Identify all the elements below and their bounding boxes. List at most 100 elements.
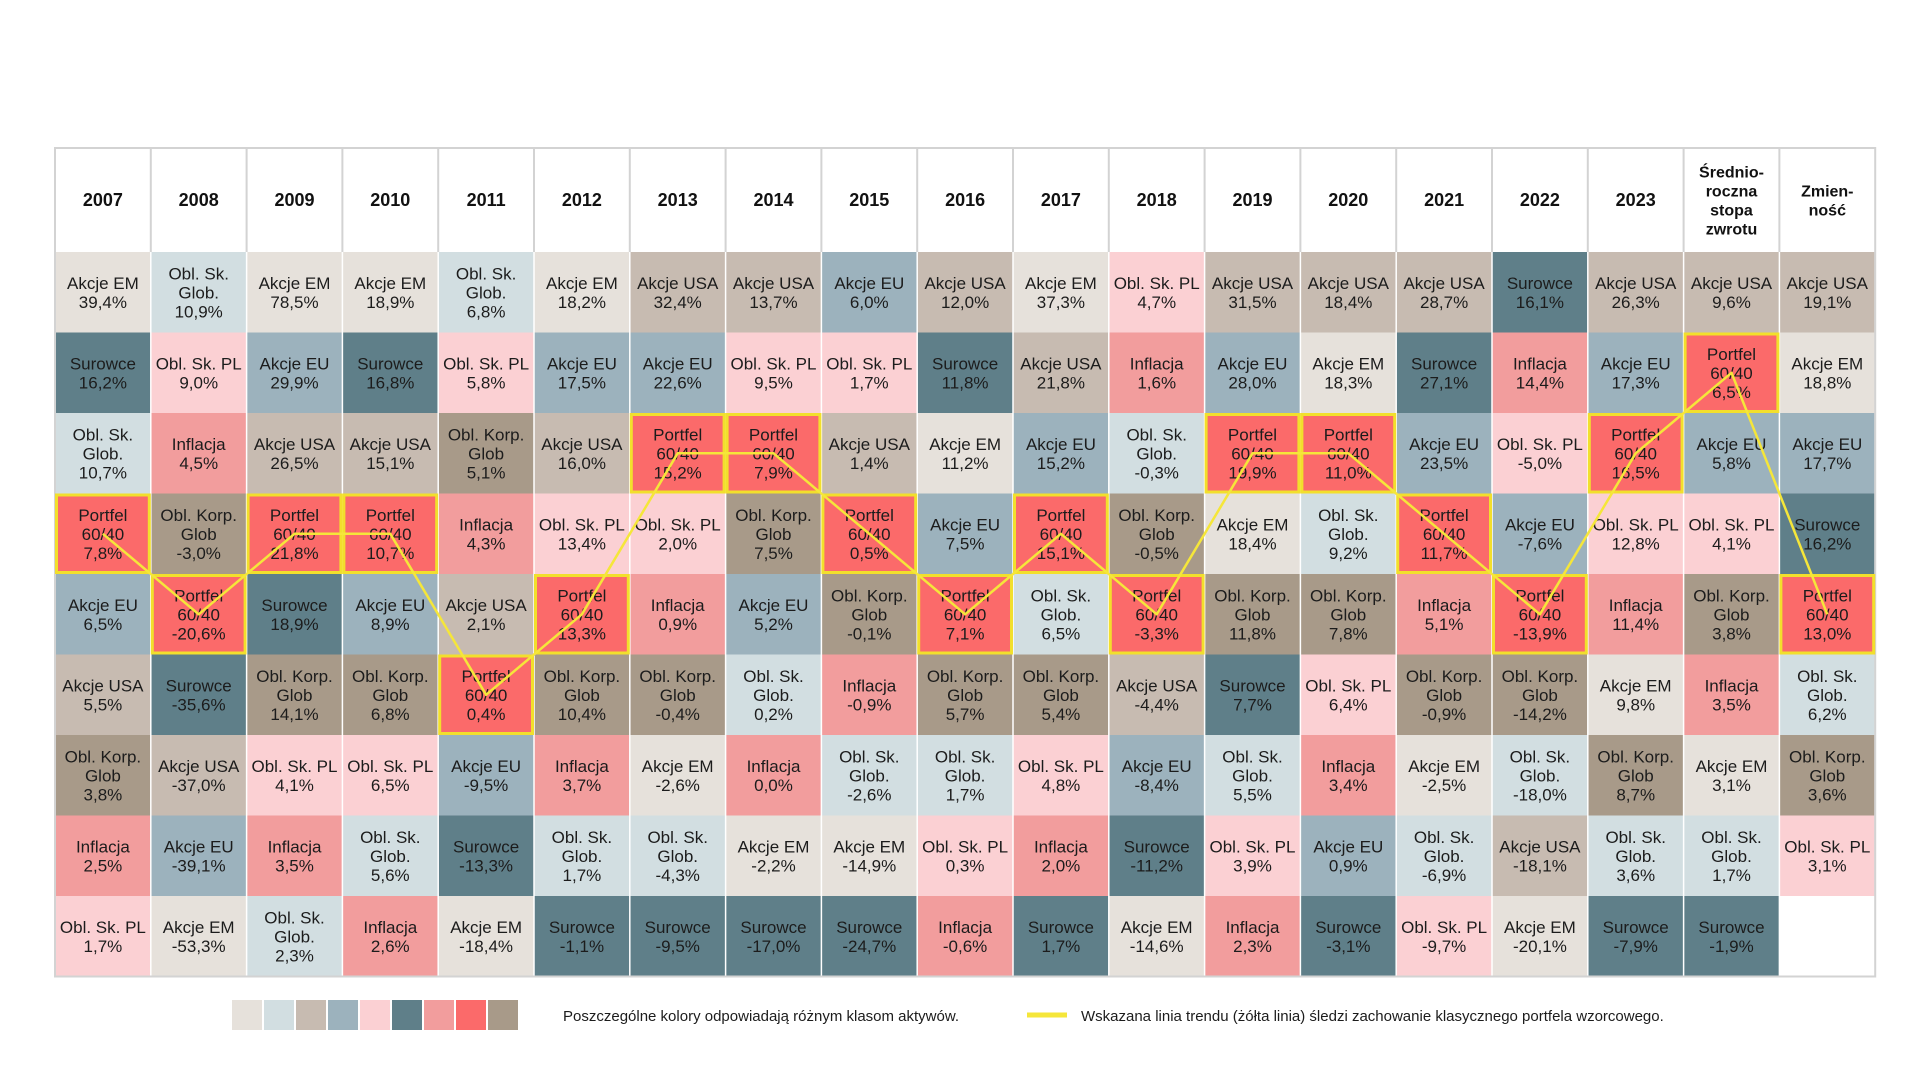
cell-label: Akcje EU [1026, 435, 1096, 454]
cell-akcje-usa [1683, 252, 1780, 333]
cell-akcje-em [1492, 896, 1588, 977]
cell-label: Obl. Korp. [352, 667, 429, 686]
cell-value: 32,4% [654, 293, 702, 312]
cell-value: -5,0% [1518, 454, 1562, 473]
cell-obl-sk-pl [1300, 654, 1397, 735]
cell-label: Obl. Sk. PL [1784, 837, 1870, 856]
cell-label: Akcje EU [1409, 435, 1479, 454]
cell-label: Glob. [1328, 525, 1369, 544]
cell-label: Obl. Sk. PL [635, 515, 721, 534]
cell-obl-sk-pl [1013, 735, 1109, 816]
cell-value: 21,8% [1037, 373, 1085, 392]
cell-label: Inflacja [555, 757, 609, 776]
cell-label: Glob. [562, 847, 603, 866]
cell-label: Akcje EM [833, 837, 905, 856]
cell-value: -37,0% [172, 776, 226, 795]
cell-value: 1,7% [850, 373, 889, 392]
cell-akcje-eu [438, 735, 534, 816]
cell-label: Obl. Sk. [1318, 506, 1378, 525]
cell-label: Glob. [1520, 766, 1561, 785]
cell-value: 13,4% [558, 534, 606, 553]
cell-surowce [1587, 896, 1684, 977]
cell-value: 23,5% [1420, 454, 1468, 473]
cell-value: -3,0% [176, 544, 220, 563]
cell-label: Akcje USA [254, 435, 336, 454]
cell-label: Glob. [849, 766, 890, 785]
cell-akcje-eu [1204, 332, 1301, 413]
cell-value: 14,4% [1516, 373, 1564, 392]
portfolio-highlight [438, 654, 535, 735]
column-header: 2017 [1041, 190, 1081, 210]
cell-label: Akcje EM [1696, 757, 1768, 776]
cell-label: Obl. Sk. [456, 264, 516, 283]
column-header: ność [1809, 203, 1846, 220]
cell-label: Obl. Sk. PL [1305, 676, 1391, 695]
cell-obl-sk-pl [438, 332, 534, 413]
cell-value: 17,7% [1803, 454, 1851, 473]
cell-value: -35,6% [172, 695, 226, 714]
cell-obl-sk-glob- [534, 815, 630, 896]
cell-value: 11,2% [942, 454, 989, 473]
cell-value: 7,5% [946, 534, 985, 553]
cell-label: Obl. Korp. [1310, 586, 1387, 605]
cell-akcje-eu [725, 574, 822, 655]
cell-label: Inflacja [76, 837, 130, 856]
cell-label: Glob [85, 766, 121, 785]
cell-akcje-usa [917, 252, 1013, 333]
cell-akcje-eu [534, 332, 630, 413]
cell-akcje-eu [246, 332, 343, 413]
cell-label: Obl. Sk. [552, 828, 612, 847]
column-header: 2009 [274, 190, 314, 210]
cell-inflacja [1300, 735, 1397, 816]
cell-value: 1,7% [1712, 866, 1751, 885]
column-header: 2015 [849, 190, 889, 210]
cell-label: Akcje EM [1025, 274, 1097, 293]
cell-label: Inflacja [1705, 676, 1759, 695]
cell-value: 6,5% [1042, 624, 1081, 643]
cell-obl-sk-glob- [821, 735, 918, 816]
column-header: 2016 [945, 190, 985, 210]
cell-label: Akcje EU [643, 354, 713, 373]
cell-value: 14,1% [270, 705, 318, 724]
cell-value: -1,1% [560, 937, 604, 956]
cell-label: 60/40 [1806, 605, 1849, 624]
cell-value: -14,9% [842, 856, 896, 875]
cell-obl-sk-glob- [1396, 815, 1492, 896]
cell-label: Glob [851, 605, 887, 624]
cell-value: 4,1% [275, 776, 314, 795]
cell-label: Obl. Sk. [743, 667, 803, 686]
cell-label: Portfel [78, 506, 127, 525]
cell-value: -13,9% [1513, 624, 1567, 643]
cell-label: Obl. Sk. PL [539, 515, 625, 534]
cell-label: Glob. [1041, 605, 1082, 624]
cell-label: Glob. [1136, 444, 1177, 463]
cell-value: 6,0% [850, 293, 889, 312]
cell-value: 12,8% [1612, 534, 1660, 553]
cell-label: Surowce [261, 596, 327, 615]
cell-value: 4,5% [179, 454, 218, 473]
cell-label: Inflacja [1321, 757, 1375, 776]
cell-label: Surowce [1507, 274, 1573, 293]
cell-value: -7,9% [1613, 937, 1657, 956]
cell-value: 5,7% [946, 705, 985, 724]
cell-value: -11,2% [1130, 856, 1183, 875]
cell-inflacja [1683, 654, 1780, 735]
cell-label: Portfel [845, 506, 894, 525]
cell-label: Glob. [1615, 847, 1656, 866]
cell-obl-korp-glob [1492, 654, 1588, 735]
cell-value: -9,5% [464, 776, 508, 795]
cell-obl-korp-glob [629, 654, 726, 735]
cell-value: 18,4% [1228, 534, 1276, 553]
cell-value: 6,4% [1329, 695, 1368, 714]
cell-label: Akcje EM [259, 274, 331, 293]
cell-label: Glob. [466, 283, 507, 302]
cell-value: 15,1% [366, 454, 414, 473]
cell-label: Portfel [1420, 506, 1469, 525]
cell-value: -4,4% [1134, 695, 1178, 714]
cell-label: Obl. Korp. [1502, 667, 1579, 686]
cell-label: Glob [181, 525, 217, 544]
cell-akcje-usa [342, 413, 439, 494]
cell-surowce [725, 896, 822, 977]
cell-value: 18,8% [1803, 373, 1851, 392]
cell-akcje-eu [1013, 413, 1109, 494]
